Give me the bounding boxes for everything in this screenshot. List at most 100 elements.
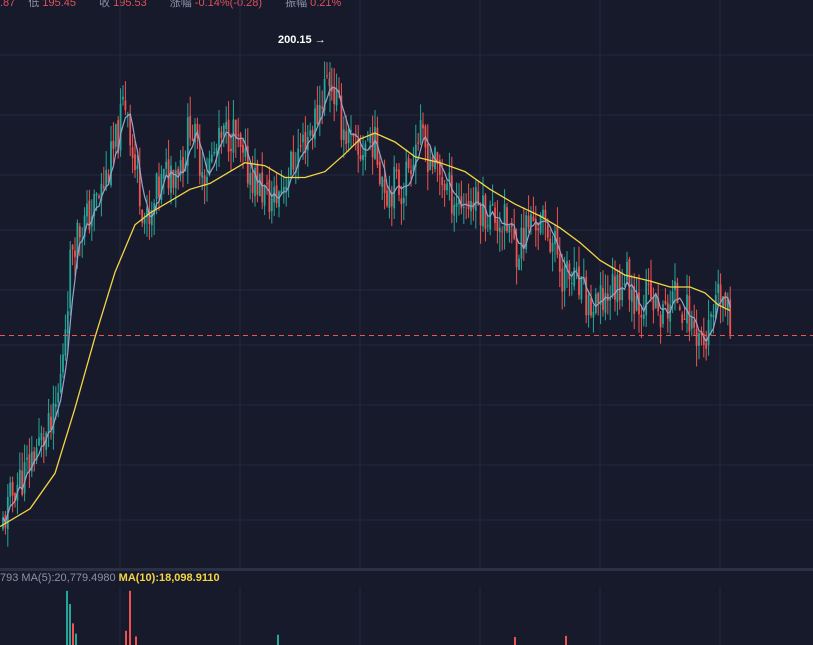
low-stat: 低 195.45 <box>28 0 86 9</box>
volume-bar <box>135 636 137 645</box>
candle-body <box>686 294 688 324</box>
candle <box>54 386 57 420</box>
candle-body <box>302 134 304 143</box>
candle-body <box>431 156 434 167</box>
candle-body <box>438 159 441 176</box>
amplitude-value: 0.21% <box>310 0 342 9</box>
amplitude-stat: 振幅 0.21% <box>285 0 351 9</box>
candle <box>443 179 446 207</box>
candle-body <box>357 138 360 155</box>
candle <box>647 268 650 295</box>
candle-body <box>551 242 554 252</box>
candle-body <box>443 184 446 191</box>
candle <box>11 476 14 513</box>
candle <box>398 163 400 202</box>
candle <box>376 116 379 168</box>
candle <box>405 148 408 207</box>
candle <box>254 148 256 207</box>
candle <box>354 124 357 151</box>
candle <box>448 152 451 201</box>
candle-body <box>57 392 60 403</box>
candle <box>23 444 26 502</box>
candle-body <box>242 144 244 153</box>
candle-body <box>539 214 542 233</box>
candle-body <box>410 170 412 175</box>
pane-divider[interactable] <box>0 568 813 571</box>
candle-body <box>537 228 540 231</box>
candle-body <box>318 105 321 123</box>
candle-body <box>93 193 96 217</box>
candle-body <box>503 204 506 232</box>
amplitude-label: 振幅 <box>285 0 308 9</box>
candle-body <box>299 145 302 147</box>
candle-body <box>321 106 324 109</box>
candle <box>201 152 204 191</box>
candle-body <box>227 119 230 152</box>
candle-body <box>107 174 110 183</box>
candle <box>474 180 477 229</box>
candle <box>623 275 626 287</box>
candle <box>26 445 28 474</box>
candle <box>532 196 535 222</box>
candle <box>522 207 525 261</box>
candle <box>129 104 132 157</box>
candle <box>74 237 76 277</box>
candle-body <box>707 319 710 346</box>
candle-body <box>167 159 170 189</box>
candle-body <box>647 283 650 285</box>
candle-body <box>124 100 127 111</box>
candle <box>232 100 235 163</box>
candle-body <box>146 207 148 218</box>
candle <box>62 343 64 379</box>
candle <box>297 128 300 180</box>
candle <box>530 206 532 235</box>
candle <box>66 291 69 352</box>
price-chart[interactable] <box>0 0 813 568</box>
candle <box>179 150 182 182</box>
candle-body <box>635 295 638 311</box>
candle-body <box>275 185 278 204</box>
candle-body <box>412 164 415 172</box>
candle <box>561 253 564 310</box>
candle-body <box>30 451 33 472</box>
candle <box>131 134 134 174</box>
candle-body <box>78 226 81 238</box>
candle-body <box>710 314 712 317</box>
candle <box>393 155 396 219</box>
candle-body <box>54 403 57 407</box>
volume-ma10-label: MA(10): <box>118 572 159 584</box>
volume-bar <box>66 590 68 645</box>
candle-body <box>378 161 381 185</box>
candle-body <box>486 225 489 227</box>
candle-body <box>628 259 631 300</box>
candle <box>419 104 422 146</box>
candle <box>429 145 432 171</box>
candle-body <box>681 314 684 324</box>
candle-body <box>669 304 672 322</box>
close-stat: 收 195.53 <box>99 0 157 9</box>
candle-body <box>592 311 595 318</box>
candle-body <box>640 314 643 318</box>
candle-body <box>393 166 396 209</box>
candle-body <box>676 282 679 304</box>
candle-body <box>232 119 235 153</box>
candle <box>700 326 703 346</box>
candle <box>669 290 672 335</box>
candle <box>599 272 602 325</box>
candle-body <box>198 142 201 176</box>
candle-body <box>160 173 163 200</box>
volume-chart[interactable] <box>0 586 813 645</box>
candle <box>714 281 717 319</box>
candle <box>707 299 710 356</box>
candle <box>227 101 230 162</box>
candle <box>270 181 273 224</box>
candle <box>83 207 86 246</box>
candle <box>342 116 345 158</box>
candle <box>134 141 136 179</box>
candle-body <box>21 470 24 495</box>
candle-body <box>342 129 345 141</box>
volume-bar <box>514 637 516 645</box>
candle <box>78 223 81 257</box>
candle <box>496 200 499 244</box>
ma-long-line <box>0 132 731 528</box>
